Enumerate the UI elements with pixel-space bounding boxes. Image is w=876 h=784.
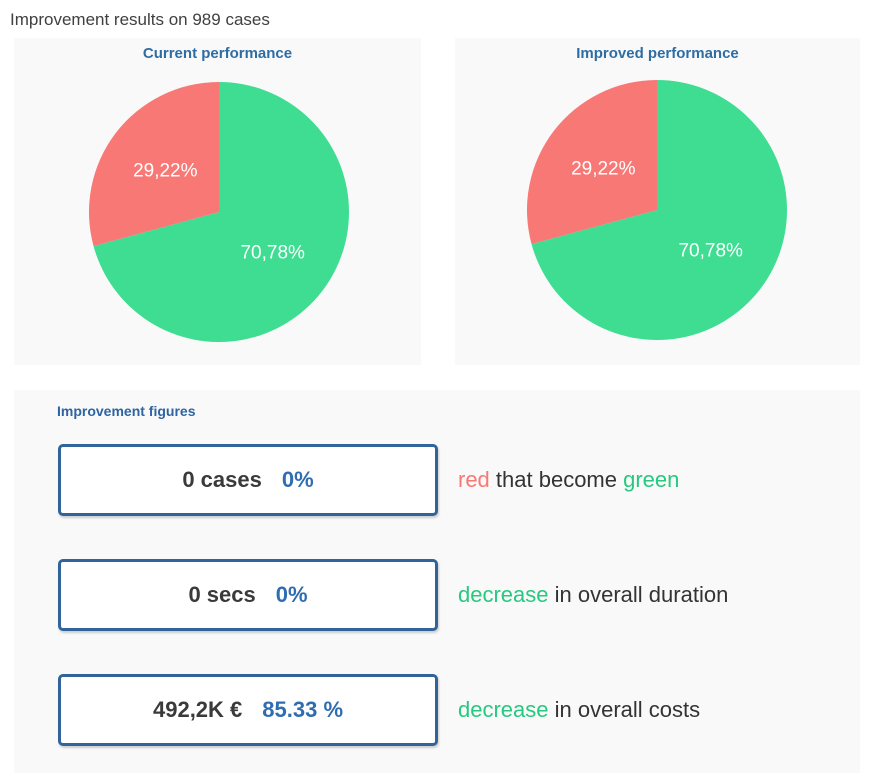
page-title: Improvement results on 989 cases	[10, 10, 270, 29]
improved-performance-title: Improved performance	[576, 45, 739, 62]
current-performance-title: Current performance	[142, 45, 293, 62]
desc-word-decrease: decrease	[458, 582, 549, 607]
improved-performance-panel: Improved performance 70,78% 29,22%	[455, 38, 860, 365]
figure-description-duration: decrease in overall duration	[458, 559, 728, 631]
figure-row-cases: 0 cases 0% red that become green	[14, 444, 860, 516]
figure-row-duration: 0 secs 0% decrease in overall duration	[14, 559, 860, 631]
desc-word-decrease: decrease	[458, 697, 549, 722]
pie-slice-green[interactable]	[531, 80, 787, 340]
figure-percent: 0%	[275, 582, 308, 607]
pie-slice-red[interactable]	[88, 81, 219, 247]
figure-value: 0 secs	[188, 582, 256, 607]
pie-slice-red[interactable]	[526, 79, 657, 245]
figure-description-cases: red that become green	[458, 444, 679, 516]
figure-box-costs: 492,2K € 85.33 %	[58, 674, 438, 746]
figure-description-costs: decrease in overall costs	[458, 674, 700, 746]
figure-value: 0 cases	[182, 467, 262, 492]
figure-percent: 0%	[281, 467, 314, 492]
desc-text: in overall costs	[548, 697, 701, 722]
desc-word-green: green	[623, 467, 680, 492]
pie-slice-green[interactable]	[93, 82, 349, 342]
pie-slice-label-green: 70,78%	[678, 241, 743, 262]
desc-text: that become	[489, 467, 624, 492]
figure-value: 492,2K €	[152, 697, 243, 722]
desc-word-red: red	[458, 467, 490, 492]
pie-slice-label-green: 70,78%	[240, 243, 305, 264]
figure-box-duration: 0 secs 0%	[58, 559, 438, 631]
figure-row-costs: 492,2K € 85.33 % decrease in overall cos…	[14, 674, 860, 746]
improvement-figures-title: Improvement figures	[57, 403, 196, 419]
improvement-figures-panel: Improvement figures 0 cases 0% red that …	[14, 390, 860, 773]
pie-chart-current[interactable]: 70,78% 29,22%	[88, 81, 349, 342]
figure-box-cases: 0 cases 0%	[58, 444, 438, 516]
pie-chart-improved[interactable]: 70,78% 29,22%	[526, 79, 787, 340]
pie-slice-label-red: 29,22%	[133, 160, 198, 181]
desc-text: in overall duration	[548, 582, 729, 607]
pie-slice-label-red: 29,22%	[571, 158, 636, 179]
figure-percent: 85.33 %	[262, 697, 344, 722]
current-performance-panel: Current performance 70,78% 29,22%	[14, 38, 421, 365]
